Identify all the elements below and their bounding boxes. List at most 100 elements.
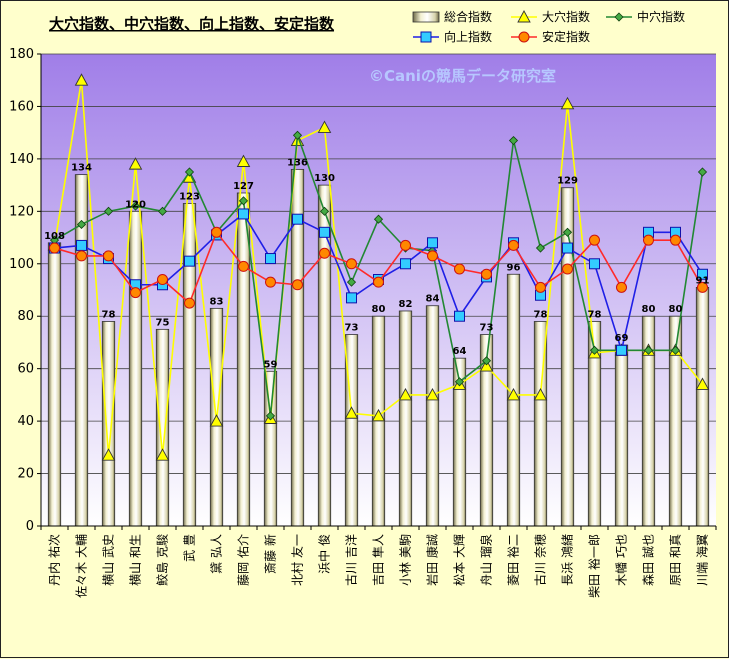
bar <box>398 310 413 527</box>
circle-point <box>616 281 627 293</box>
bar-labels: 108 134 78 120 75 123 83 127 59 136 130 73 80 82 84 64 7… <box>44 157 709 370</box>
diamond-point <box>535 243 546 253</box>
square-point <box>184 255 195 267</box>
circle-point <box>103 250 114 262</box>
legend-label: 向上指数 <box>444 29 492 44</box>
circle-point <box>373 276 384 288</box>
bar-data-label: 84 <box>426 294 440 305</box>
x-tick-label: 松本 大輝 <box>453 534 467 586</box>
legend-item: 安定指数 <box>511 29 590 44</box>
diamond-point <box>508 135 519 146</box>
square-point <box>616 344 627 356</box>
x-tick-label: 鮫島 克駿 <box>155 534 170 586</box>
x-tick-label: 舟山 瑠泉 <box>480 534 494 586</box>
circle-point <box>292 279 303 291</box>
triangle-point <box>533 387 548 401</box>
x-tick-label: 原田 和真 <box>669 534 683 586</box>
diamond-point <box>130 201 141 211</box>
x-tick-label: 浜中 俊 <box>317 534 332 574</box>
diamond-point <box>454 377 465 387</box>
triangle-point <box>209 414 224 427</box>
triangle-point <box>506 387 521 401</box>
bar <box>236 192 251 527</box>
bar <box>182 203 197 527</box>
triangle-point <box>317 120 332 133</box>
bar-data-label: 82 <box>399 299 413 310</box>
legend-item: 向上指数 <box>413 29 492 44</box>
x-tick-label: 森田 誠也 <box>641 534 656 586</box>
bar-data-label: 83 <box>210 296 224 307</box>
y-tick-label: 0 <box>26 519 34 534</box>
circle-point <box>319 247 330 259</box>
circle-point <box>697 281 708 293</box>
diamond-point <box>157 206 168 216</box>
bar-data-label: 129 <box>557 176 578 187</box>
bar-data-label: 78 <box>588 309 602 320</box>
legend-label: 総合指数 <box>444 9 492 24</box>
circle-point <box>157 274 168 286</box>
square-point <box>319 226 330 238</box>
bar-data-label: 80 <box>669 304 683 315</box>
triangle-point <box>517 10 531 23</box>
circle-point <box>130 287 141 299</box>
diamond-point <box>292 130 303 140</box>
y-tick-label: 160 <box>9 99 34 114</box>
diamond-point <box>238 196 249 206</box>
square-point <box>454 310 465 322</box>
circle-point <box>49 242 60 254</box>
series-circle <box>49 226 708 309</box>
bar-data-label: 123 <box>179 191 200 202</box>
triangle-point <box>479 359 494 372</box>
triangle-point <box>101 448 116 461</box>
bar-data-label: 69 <box>615 333 629 344</box>
diamond-point <box>346 277 357 287</box>
bar <box>47 242 62 527</box>
triangle-point <box>371 408 386 422</box>
diamond-point <box>184 167 195 177</box>
x-tick-label: 柴田 裕一郎 <box>587 534 602 598</box>
legend-item: 中穴指数 <box>606 9 685 24</box>
line-series <box>47 73 710 461</box>
x-axis: 丹内 祐次 佐々木 大輔 横山 武史 横山 和生 鮫島 克駿武 豊黛 弘人 藤岡 佑介 斎藤… <box>40 525 717 598</box>
bar-data-label: 80 <box>372 304 386 315</box>
watermark: ©Caniの競馬データ研究室 <box>369 67 556 85</box>
bar-data-label: 78 <box>102 309 116 320</box>
bar-data-label: 91 <box>696 275 710 286</box>
bar-data-label: 80 <box>642 304 656 315</box>
bar-data-label: 64 <box>453 346 467 357</box>
triangle-point <box>425 387 440 401</box>
y-tick-label: 60 <box>17 362 34 377</box>
bar-data-label: 120 <box>125 199 146 210</box>
diamond-point <box>103 206 114 216</box>
bar-data-label: 96 <box>507 262 521 273</box>
circle-point <box>400 239 411 251</box>
legend-item: 大穴指数 <box>511 9 590 24</box>
y-tick-label: 120 <box>9 204 34 219</box>
bar <box>695 286 710 527</box>
bar <box>128 210 143 527</box>
bar <box>614 344 629 527</box>
x-tick-label: 丹内 祐次 <box>48 534 62 586</box>
triangle-point <box>155 448 170 461</box>
bar-data-label: 108 <box>44 231 65 242</box>
diamond-point <box>76 219 87 230</box>
square-point <box>562 242 573 254</box>
y-tick-label: 40 <box>17 414 34 429</box>
triangle-point <box>398 387 413 401</box>
circle-point <box>481 268 492 280</box>
circle-point <box>265 276 276 288</box>
chart-title: 大穴指数、中穴指数、向上指数、安定指数 <box>49 15 335 33</box>
circle-point <box>427 250 438 262</box>
diamond-point <box>562 227 573 237</box>
x-tick-label: 横山 武史 <box>102 534 116 586</box>
bar-data-label: 127 <box>233 181 254 192</box>
square-point <box>292 213 303 225</box>
legend-item: 総合指数 <box>412 9 492 24</box>
bar-data-label: 130 <box>314 173 335 184</box>
square-point <box>346 292 357 304</box>
diamond-point <box>373 214 384 224</box>
triangle-point <box>344 406 359 419</box>
x-tick-label: 斎藤 新 <box>263 534 278 574</box>
x-tick-label: 佐々木 大輔 <box>75 534 89 598</box>
bar <box>155 328 170 527</box>
